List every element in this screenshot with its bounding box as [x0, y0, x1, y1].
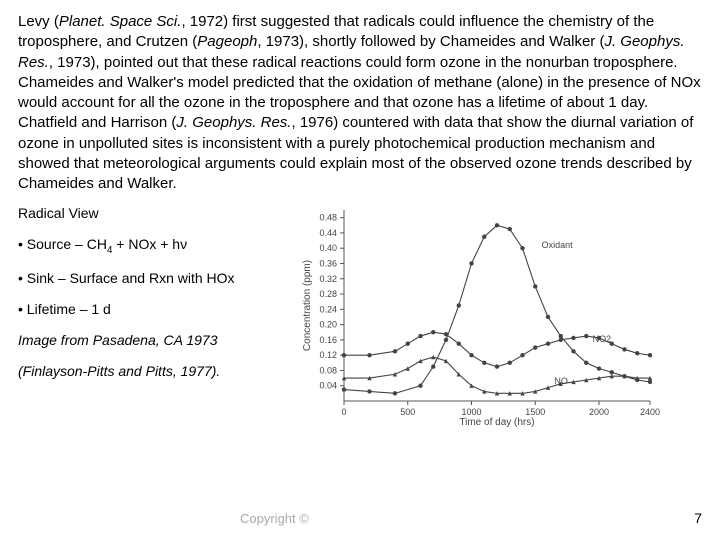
svg-text:Oxidant: Oxidant — [542, 240, 574, 250]
copyright-text: Copyright © — [240, 510, 309, 528]
svg-text:0.08: 0.08 — [319, 366, 337, 376]
radical-view-panel: Radical View • Source – CH4 + NOx + hν •… — [18, 204, 298, 434]
svg-text:0.24: 0.24 — [319, 305, 337, 315]
svg-text:0.36: 0.36 — [319, 259, 337, 269]
svg-text:0.44: 0.44 — [319, 228, 337, 238]
body-paragraph: Levy (Planet. Space Sci., 1972) first su… — [18, 12, 702, 194]
svg-text:1000: 1000 — [461, 407, 481, 417]
svg-text:0.20: 0.20 — [319, 320, 337, 330]
svg-text:2400: 2400 — [640, 407, 660, 417]
image-caption: Image from Pasadena, CA 1973 — [18, 331, 298, 350]
svg-text:Time of day (hrs): Time of day (hrs) — [459, 417, 534, 428]
svg-text:0.28: 0.28 — [319, 289, 337, 299]
radical-sink: • Sink – Surface and Rxn with HOx — [18, 269, 298, 288]
svg-text:0.40: 0.40 — [319, 243, 337, 253]
image-ref: (Finlayson-Pitts and Pitts, 1977). — [18, 362, 298, 381]
svg-text:Concentration (ppm): Concentration (ppm) — [302, 260, 313, 351]
svg-text:2000: 2000 — [589, 407, 609, 417]
radical-heading: Radical View — [18, 204, 298, 223]
svg-text:0.12: 0.12 — [319, 350, 337, 360]
radical-source: • Source – CH4 + NOx + hν — [18, 235, 298, 257]
svg-text:0.04: 0.04 — [319, 381, 337, 391]
page-number: 7 — [694, 509, 702, 528]
svg-text:0: 0 — [341, 407, 346, 417]
svg-text:500: 500 — [400, 407, 415, 417]
svg-text:NO2: NO2 — [593, 334, 612, 344]
svg-text:0.32: 0.32 — [319, 274, 337, 284]
svg-text:NO: NO — [554, 376, 568, 386]
svg-text:1500: 1500 — [525, 407, 545, 417]
diurnal-chart: 0 500 1000 1500 2000 2400 0.04 0.08 0.12 0.16 0.20… — [298, 204, 702, 434]
svg-text:0.16: 0.16 — [319, 335, 337, 345]
radical-lifetime: • Lifetime – 1 d — [18, 300, 298, 319]
svg-text:0.48: 0.48 — [319, 213, 337, 223]
